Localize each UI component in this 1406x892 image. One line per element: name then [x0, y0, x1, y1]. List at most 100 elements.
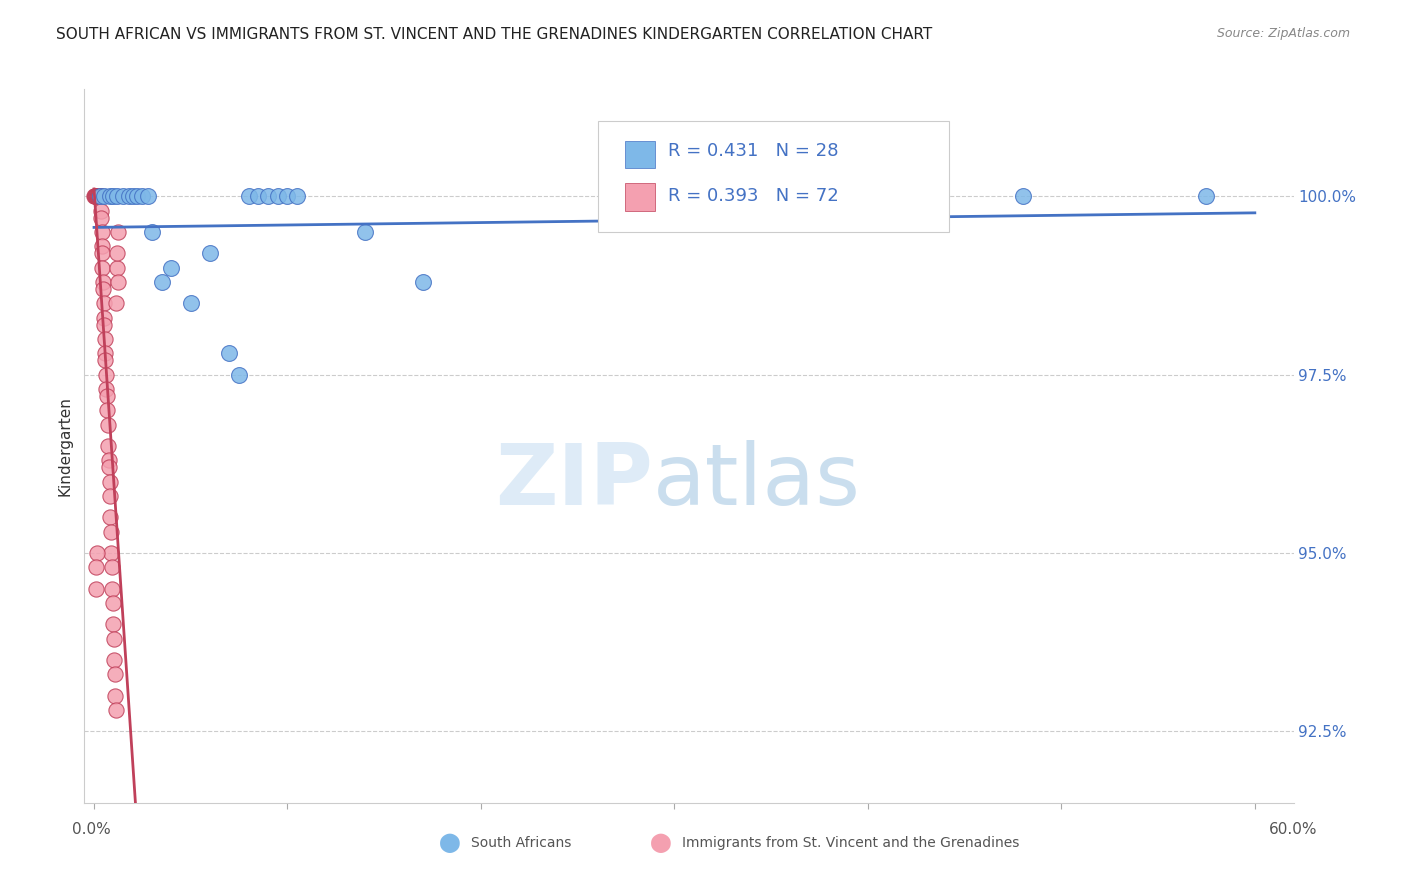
- Point: [86, 189, 108, 203]
- Point: [100, 546, 122, 560]
- Point: [105, 296, 128, 310]
- Point: [90, 211, 112, 225]
- Point: [89, 189, 111, 203]
- Point: [98, 475, 121, 489]
- Point: [112, 189, 135, 203]
- Point: [131, 189, 153, 203]
- Point: [86, 189, 108, 203]
- Point: [198, 246, 221, 260]
- Point: [90, 189, 112, 203]
- Point: [84, 189, 107, 203]
- Text: SOUTH AFRICAN VS IMMIGRANTS FROM ST. VINCENT AND THE GRENADINES KINDERGARTEN COR: SOUTH AFRICAN VS IMMIGRANTS FROM ST. VIN…: [56, 27, 932, 42]
- Point: [84, 189, 107, 203]
- Point: [100, 510, 122, 524]
- Text: 0.0%: 0.0%: [72, 822, 111, 837]
- Point: [412, 275, 434, 289]
- Text: Immigrants from St. Vincent and the Grenadines: Immigrants from St. Vincent and the Gren…: [682, 836, 1019, 850]
- Point: [90, 189, 112, 203]
- Point: [267, 189, 290, 203]
- Point: [89, 189, 111, 203]
- Point: [91, 246, 114, 260]
- Point: [107, 275, 129, 289]
- Point: [97, 417, 120, 432]
- Point: [94, 346, 117, 360]
- Point: [104, 667, 127, 681]
- Point: [89, 189, 111, 203]
- Point: [90, 239, 112, 253]
- Point: [247, 189, 270, 203]
- Point: [93, 296, 115, 310]
- Point: [86, 546, 108, 560]
- Text: ⬤: ⬤: [439, 833, 461, 853]
- Point: [98, 189, 121, 203]
- Point: [89, 189, 111, 203]
- Point: [98, 460, 121, 475]
- Point: [96, 389, 118, 403]
- Point: [285, 189, 308, 203]
- FancyBboxPatch shape: [599, 121, 949, 232]
- Text: Source: ZipAtlas.com: Source: ZipAtlas.com: [1216, 27, 1350, 40]
- Point: [354, 225, 377, 239]
- Point: [101, 582, 124, 596]
- Point: [97, 453, 120, 467]
- Point: [94, 368, 117, 382]
- Point: [103, 189, 125, 203]
- Y-axis label: Kindergarten: Kindergarten: [58, 396, 73, 496]
- Point: [91, 275, 114, 289]
- Point: [105, 246, 128, 260]
- Point: [121, 189, 143, 203]
- Text: South Africans: South Africans: [471, 836, 571, 850]
- Point: [257, 189, 280, 203]
- Point: [84, 189, 107, 203]
- Point: [104, 689, 127, 703]
- Point: [93, 189, 115, 203]
- Point: [218, 346, 240, 360]
- Point: [87, 189, 110, 203]
- Point: [228, 368, 250, 382]
- Point: [1195, 189, 1218, 203]
- Text: ZIP: ZIP: [495, 440, 652, 524]
- Point: [90, 203, 112, 218]
- Point: [150, 275, 173, 289]
- Text: 60.0%: 60.0%: [1270, 822, 1317, 837]
- Point: [96, 403, 118, 417]
- Point: [105, 189, 128, 203]
- Point: [105, 260, 128, 275]
- Point: [86, 189, 108, 203]
- Point: [86, 582, 108, 596]
- Text: R = 0.431   N = 28: R = 0.431 N = 28: [668, 143, 839, 161]
- Point: [86, 189, 108, 203]
- Point: [160, 260, 183, 275]
- Point: [83, 189, 105, 203]
- Point: [93, 318, 115, 332]
- Point: [101, 596, 124, 610]
- Point: [180, 296, 202, 310]
- Point: [100, 524, 122, 539]
- Point: [125, 189, 148, 203]
- Point: [97, 439, 120, 453]
- Point: [141, 225, 163, 239]
- Point: [84, 560, 107, 574]
- Point: [87, 189, 110, 203]
- Point: [98, 489, 121, 503]
- Point: [93, 310, 115, 325]
- Point: [86, 189, 108, 203]
- Point: [103, 632, 125, 646]
- Point: [91, 282, 114, 296]
- Point: [91, 260, 114, 275]
- Point: [86, 189, 108, 203]
- Point: [103, 617, 125, 632]
- Point: [87, 189, 110, 203]
- Point: [87, 189, 110, 203]
- Point: [1011, 189, 1033, 203]
- Text: ⬤: ⬤: [650, 833, 672, 853]
- Point: [84, 189, 107, 203]
- Point: [87, 189, 110, 203]
- Point: [90, 225, 112, 239]
- Point: [89, 189, 111, 203]
- Point: [89, 189, 111, 203]
- Text: R = 0.393   N = 72: R = 0.393 N = 72: [668, 187, 839, 205]
- Point: [84, 189, 107, 203]
- Point: [83, 189, 105, 203]
- Point: [276, 189, 298, 203]
